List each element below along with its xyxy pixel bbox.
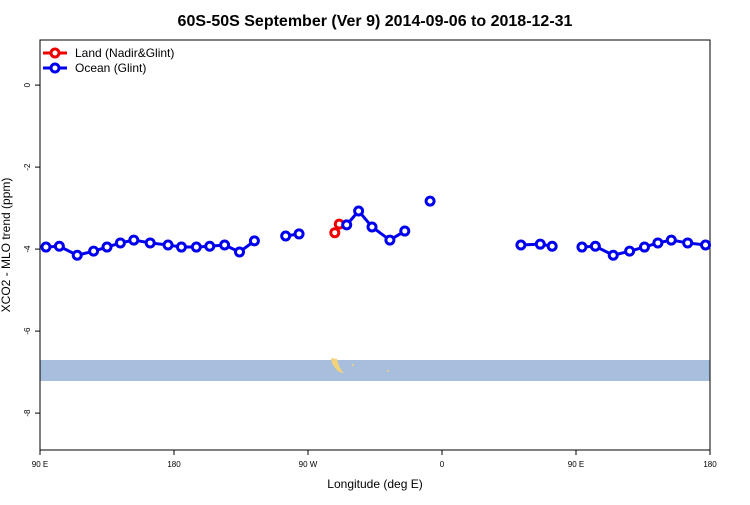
data-point bbox=[248, 235, 260, 247]
data-point bbox=[280, 230, 292, 242]
data-point bbox=[624, 245, 636, 257]
data-point bbox=[128, 234, 140, 246]
data-point bbox=[515, 239, 527, 251]
data-point bbox=[175, 241, 187, 253]
data-point bbox=[219, 239, 231, 251]
data-point bbox=[384, 234, 396, 246]
map-strip bbox=[40, 360, 710, 381]
legend-label: Ocean (Glint) bbox=[75, 61, 146, 75]
data-point bbox=[638, 241, 650, 253]
x-tick-label: 90 W bbox=[299, 460, 318, 469]
data-point bbox=[53, 240, 65, 252]
y-tick-label: 0 bbox=[23, 82, 32, 87]
y-tick-label: -8 bbox=[23, 409, 32, 417]
data-point bbox=[652, 237, 664, 249]
y-tick-label: -4 bbox=[23, 245, 32, 253]
data-point bbox=[366, 221, 378, 233]
x-tick-label: 180 bbox=[167, 460, 181, 469]
data-point bbox=[341, 219, 353, 231]
x-tick-label: 180 bbox=[703, 460, 717, 469]
data-point bbox=[144, 237, 156, 249]
data-point bbox=[546, 240, 558, 252]
map-land bbox=[331, 358, 344, 373]
data-point bbox=[204, 240, 216, 252]
data-point bbox=[234, 246, 246, 258]
data-point bbox=[700, 239, 712, 251]
data-point bbox=[589, 240, 601, 252]
y-tick-label: -6 bbox=[23, 327, 32, 335]
data-point bbox=[329, 227, 341, 239]
x-tick-label: 90 E bbox=[568, 460, 584, 469]
data-point bbox=[40, 241, 52, 253]
x-tick-label: 90 E bbox=[32, 460, 48, 469]
data-point bbox=[424, 195, 436, 207]
data-point bbox=[576, 241, 588, 253]
x-axis-label: Longitude (deg E) bbox=[327, 477, 422, 491]
data-point bbox=[353, 205, 365, 217]
data-point bbox=[101, 241, 113, 253]
data-point bbox=[682, 237, 694, 249]
map-land bbox=[387, 370, 389, 372]
data-point bbox=[399, 225, 411, 237]
data-point bbox=[607, 249, 619, 261]
chart-title: 60S-50S September (Ver 9) 2014-09-06 to … bbox=[178, 13, 573, 30]
legend-label: Land (Nadir&Glint) bbox=[75, 46, 174, 60]
data-point bbox=[162, 239, 174, 251]
data-point bbox=[71, 249, 83, 261]
map-land bbox=[352, 364, 354, 366]
data-point bbox=[534, 238, 546, 250]
y-tick-label: -2 bbox=[23, 163, 32, 171]
x-tick-label: 0 bbox=[440, 460, 445, 469]
data-point bbox=[114, 237, 126, 249]
y-axis-label: XCO2 - MLO trend (ppm) bbox=[0, 178, 13, 313]
data-point bbox=[665, 234, 677, 246]
data-point bbox=[190, 241, 202, 253]
legend-marker bbox=[49, 62, 61, 74]
data-point bbox=[88, 245, 100, 257]
legend-marker bbox=[49, 47, 61, 59]
data-point bbox=[293, 228, 305, 240]
